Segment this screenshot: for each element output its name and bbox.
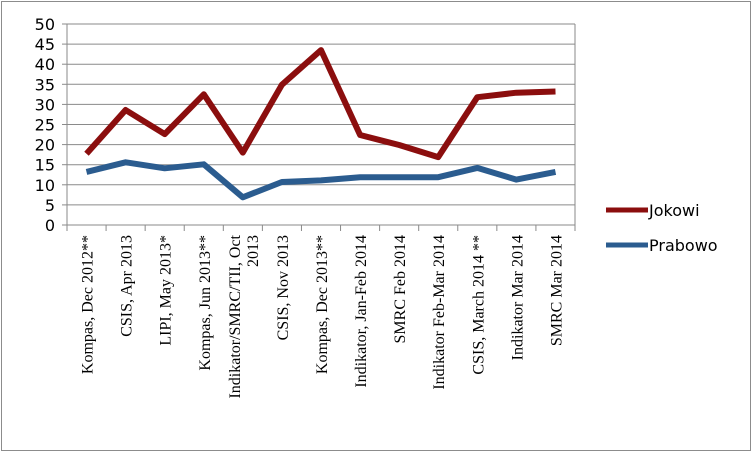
x-tick-label: CSIS, Apr 2013 <box>119 235 136 337</box>
y-tick-label: 20 <box>35 136 55 155</box>
x-tick-label: Indikator, Jan-Feb 2014 <box>353 235 370 388</box>
x-tick-label: SMRC Mar 2014 <box>548 235 565 346</box>
x-tick-label: Indikator/SMRC/TII, Oct2013 <box>227 234 262 398</box>
y-tick-label: 0 <box>45 216 55 235</box>
y-tick-label: 50 <box>35 15 55 34</box>
legend: Jokowi Prabowo <box>606 201 718 255</box>
x-tick-label: CSIS, Nov 2013 <box>275 235 292 340</box>
x-tick-label-group: Kompas, Dec 2013** <box>314 235 331 374</box>
y-tick-label: 45 <box>35 35 55 54</box>
x-tick-label-group: CSIS, Nov 2013 <box>275 235 292 340</box>
x-tick-label: Indikator Mar 2014 <box>509 235 526 360</box>
gridlines <box>67 23 575 206</box>
y-tick-label: 5 <box>45 196 55 215</box>
x-tick-label: CSIS, March 2014 ** <box>470 235 487 375</box>
x-tick-label: SMRC Feb 2014 <box>392 235 409 343</box>
series-line-jokowi <box>84 47 556 161</box>
series-lines <box>84 47 557 201</box>
x-tick-label-group: SMRC Mar 2014 <box>548 235 565 346</box>
series-line-prabowo <box>85 159 557 201</box>
y-tick-label: 10 <box>35 176 55 195</box>
x-tick-label-group: SMRC Feb 2014 <box>392 235 409 343</box>
x-tick-label: Indikator Feb-Mar 2014 <box>431 235 448 390</box>
axes <box>62 23 576 231</box>
x-tick-label-group: CSIS, Apr 2013 <box>119 235 136 337</box>
x-tick-label-group: Indikator/SMRC/TII, Oct2013 <box>227 234 262 398</box>
legend-label: Prabowo <box>649 236 718 255</box>
y-tick-label: 40 <box>35 55 55 74</box>
y-tick-label: 30 <box>35 95 55 114</box>
x-tick-label: LIPI, May 2013* <box>158 235 175 346</box>
x-tick-label-group: CSIS, March 2014 ** <box>470 235 487 375</box>
x-axis-tick-labels: Kompas, Dec 2012** CSIS, Apr 2013 LIPI, Ma… <box>80 234 566 398</box>
x-tick-label-group: Indikator Feb-Mar 2014 <box>431 235 448 390</box>
x-tick-label-group: Kompas, Jun 2013** <box>197 235 214 371</box>
y-tick-label: 35 <box>35 75 55 94</box>
x-tick-label-group: Indikator, Jan-Feb 2014 <box>353 235 370 388</box>
x-tick-label-group: Kompas, Dec 2012** <box>80 235 97 374</box>
x-tick-label-group: Indikator Mar 2014 <box>509 235 526 360</box>
y-tick-label: 25 <box>35 116 55 135</box>
x-tick-label: Kompas, Jun 2013** <box>197 235 214 371</box>
legend-label: Jokowi <box>648 201 700 220</box>
x-tick-label: Kompas, Dec 2013** <box>314 235 331 374</box>
x-tick-label-group: LIPI, May 2013* <box>158 235 175 346</box>
x-tick-label: Kompas, Dec 2012** <box>80 235 97 374</box>
y-tick-label: 15 <box>35 156 55 175</box>
